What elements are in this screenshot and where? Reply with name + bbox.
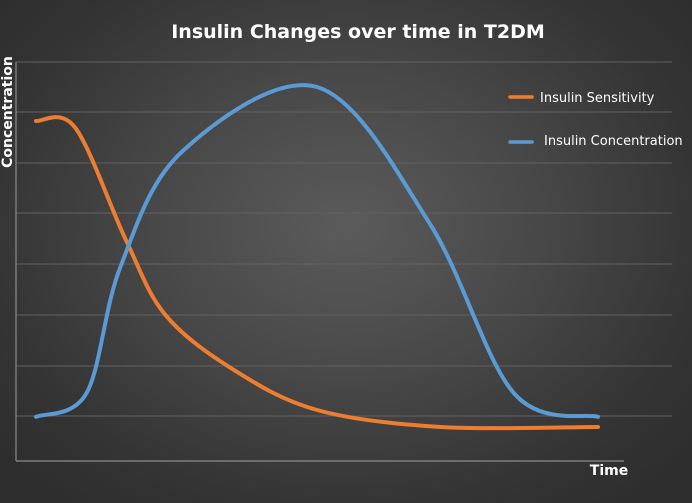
- legend-item-insulin-concentration: Insulin Concentration: [508, 134, 683, 149]
- legend-item-insulin-sensitivity: Insulin Sensitivity: [508, 91, 655, 106]
- legend-label-insulin-concentration: Insulin Concentration: [544, 134, 683, 149]
- gridlines: [16, 61, 672, 417]
- legend: Insulin Sensitivity Insulin Concentratio…: [508, 91, 683, 149]
- series-line-insulin-sensitivity: [34, 115, 600, 431]
- legend-label-insulin-sensitivity: Insulin Sensitivity: [540, 91, 655, 106]
- chart-title: Insulin Changes over time in T2DM: [171, 21, 545, 43]
- x-axis-label: Time: [590, 463, 628, 479]
- series-layer: [34, 83, 600, 431]
- y-axis-label: Concentration: [0, 56, 16, 168]
- series-line-insulin-concentration: [34, 83, 600, 419]
